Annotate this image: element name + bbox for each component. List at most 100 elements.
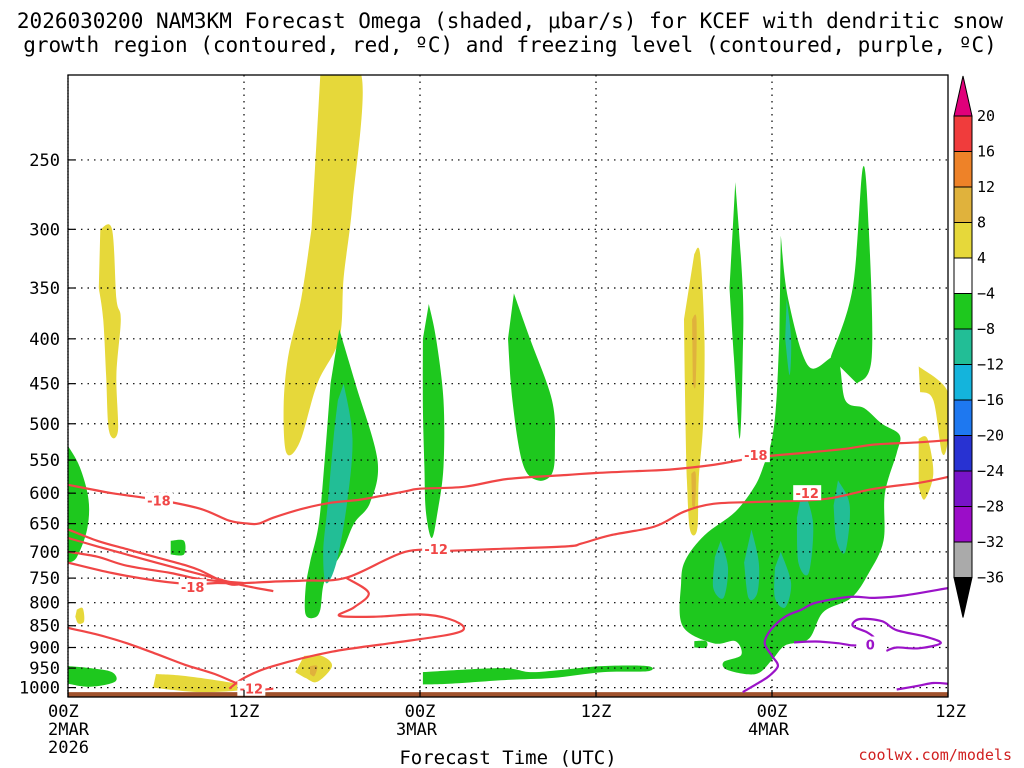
omega-region-9 [691,471,696,508]
x-tick-date-24: 3MAR [396,720,438,740]
colorbar-label-5: −4 [977,285,995,303]
y-tick-label-900: 900 [29,638,60,658]
contour-label-bg-6 [856,636,885,652]
dendritic-contour-5 [228,577,466,690]
axes: 2503003504004505005506006507007508008509… [19,74,966,758]
omega-region-12 [68,666,117,687]
omega-region-1 [283,75,363,456]
x-tick-date-0: 2MAR [48,720,90,740]
omega-region-16 [508,293,556,481]
credit-label: coolwx.com/models [858,746,1012,764]
y-tick-label-300: 300 [29,220,60,240]
x-tick-label-36: 12Z [581,702,612,722]
colorbar-segment-6 [953,293,973,330]
colorbar-label-0: 20 [977,107,995,125]
x-tick-label-60: 12Z [935,702,966,722]
contour-label-bg-4 [741,447,770,463]
y-tick-label-700: 700 [29,543,60,563]
x-axis-label: Forecast Time (UTC) [399,747,616,768]
colorbar-label-2: 12 [977,178,995,196]
colorbar-segment-12 [953,506,973,543]
dendritic-contour-1 [68,475,948,586]
y-tick-label-450: 450 [29,375,60,395]
colorbar-segment-1 [953,115,973,152]
contour-label-0: -18 [147,495,171,510]
omega-region-24 [744,529,760,601]
x-tick-year-0: 2026 [48,738,89,758]
dendritic-contour-0 [68,439,948,526]
colorbar-label-7: −12 [977,356,1004,374]
y-tick-label-800: 800 [29,594,60,614]
omega-region-11 [68,445,90,563]
omega-region-13 [170,539,186,556]
omega-region-15 [422,304,445,538]
colorbar-segment-2 [953,151,973,188]
omega-region-28 [785,298,792,376]
x-tick-label-12: 12Z [229,702,260,722]
y-tick-label-950: 950 [29,659,60,679]
colorbar-segment-8 [953,364,973,401]
omega-region-6 [918,366,948,455]
x-tick-label-0: 00Z [48,702,79,722]
omega-region-8 [692,314,697,389]
colorbar-label-11: −28 [977,498,1004,516]
colorbar-label-4: 4 [977,249,986,267]
colorbar-bottom-triangle [953,577,973,618]
dendritic-contour-2 [68,528,245,586]
colorbar-label-6: −8 [977,320,995,338]
contour-label-5: -12 [795,487,819,502]
chart-title-line-2: growth region (contoured, red, ºC) and f… [23,33,997,57]
contour-label-bg-2 [422,541,451,557]
colorbar-segment-3 [953,186,973,223]
freezing-level-contour-7 [742,587,948,694]
plot-content: -18 -18 -12 -12 -18 -12 0 [68,75,948,698]
colorbar-label-12: −32 [977,533,1004,551]
y-tick-label-400: 400 [29,330,60,350]
colorbar-label-8: −16 [977,391,1004,409]
x-tick-label-48: 00Z [757,702,788,722]
y-tick-label-550: 550 [29,451,60,471]
omega-region-20 [422,665,653,685]
terrain-band [68,692,948,697]
contour-label-1: -18 [181,581,205,596]
contour-label-bg-0 [144,492,173,508]
contour-label-bg-1 [178,579,207,595]
colorbar-label-9: −20 [977,427,1004,445]
y-tick-label-500: 500 [29,415,60,435]
colorbar-segment-5 [953,257,973,294]
y-tick-label-650: 650 [29,515,60,535]
colorbar-label-10: −24 [977,462,1004,480]
omega-region-19 [830,165,873,384]
omega-region-7 [918,436,934,500]
y-tick-label-850: 850 [29,617,60,637]
colorbar-segment-9 [953,399,973,436]
omega-region-27 [833,480,850,554]
y-tick-label-350: 350 [29,279,60,299]
omega-region-23 [712,540,729,599]
colorbar: 20 16 12 8 4 −4 −8 −12 −16 −20 −24 −28 −32 −36 [953,75,1004,618]
omega-region-22 [323,383,353,584]
x-tick-label-24: 00Z [405,702,436,722]
contour-label-3: -12 [240,683,264,698]
colorbar-segment-11 [953,470,973,507]
x-tick-date-48: 4MAR [748,720,790,740]
y-tick-label-1000: 1000 [19,679,60,699]
colorbar-top-triangle [953,75,973,117]
omega-region-17 [729,182,744,439]
colorbar-label-13: −36 [977,569,1004,587]
omega-region-25 [774,551,792,609]
contour-label-bg-5 [793,485,822,501]
colorbar-segment-7 [953,328,973,365]
omega-region-26 [796,486,814,576]
contour-label-4: -18 [744,449,768,464]
y-tick-label-250: 250 [29,151,60,171]
chart-title-line-1: 2026030200 NAM3KM Forecast Omega (shaded… [17,9,1004,33]
colorbar-segment-4 [953,222,973,259]
dendritic-contour-4 [68,536,274,593]
freezing-level-contour-9 [896,681,948,691]
omega-region-0 [98,224,121,439]
y-tick-label-750: 750 [29,569,60,589]
omega-region-4 [75,607,85,624]
colorbar-segment-13 [953,541,973,578]
freezing-level-contour-8 [793,617,942,652]
